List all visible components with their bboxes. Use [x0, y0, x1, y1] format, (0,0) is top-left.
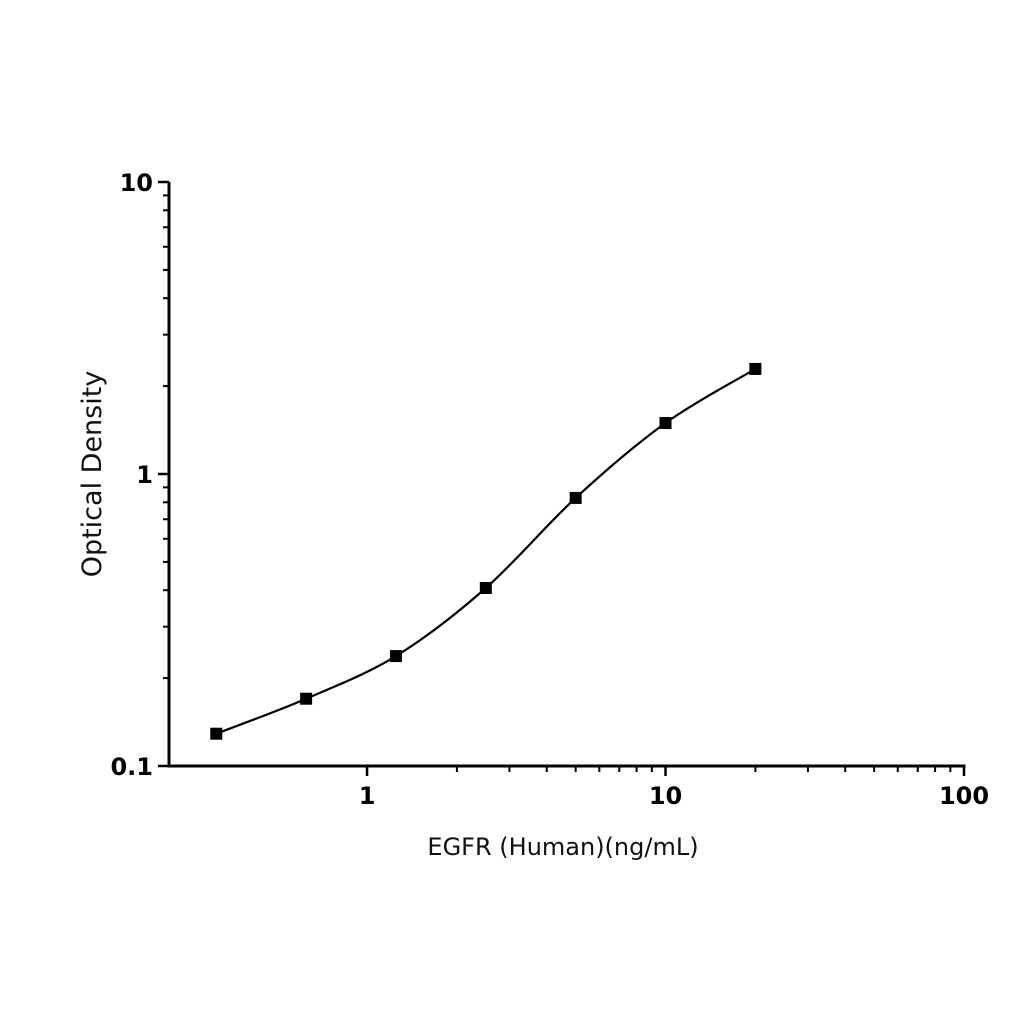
data-point-square: [210, 727, 223, 740]
y-axis-title: Optical Density: [77, 371, 108, 578]
x-tick-label: 1: [359, 782, 376, 810]
fit-curve: [215, 367, 756, 735]
data-points: [210, 362, 762, 740]
y-tick-label: 0.1: [110, 753, 153, 781]
data-point-square: [749, 362, 762, 375]
data-point-square: [659, 417, 672, 430]
x-axis-title: EGFR (Human)(ng/mL): [427, 833, 698, 861]
data-point-square: [569, 491, 582, 504]
x-tick-label: 100: [939, 782, 989, 810]
y-tick-label: 1: [136, 461, 153, 489]
x-tick-label: 10: [649, 782, 682, 810]
y-tick-label: 10: [120, 169, 153, 197]
data-point-square: [300, 692, 313, 705]
data-point-square: [479, 581, 492, 594]
data-point-square: [389, 650, 402, 663]
axes: 1 10 100 0.1 1 10: [110, 169, 989, 810]
